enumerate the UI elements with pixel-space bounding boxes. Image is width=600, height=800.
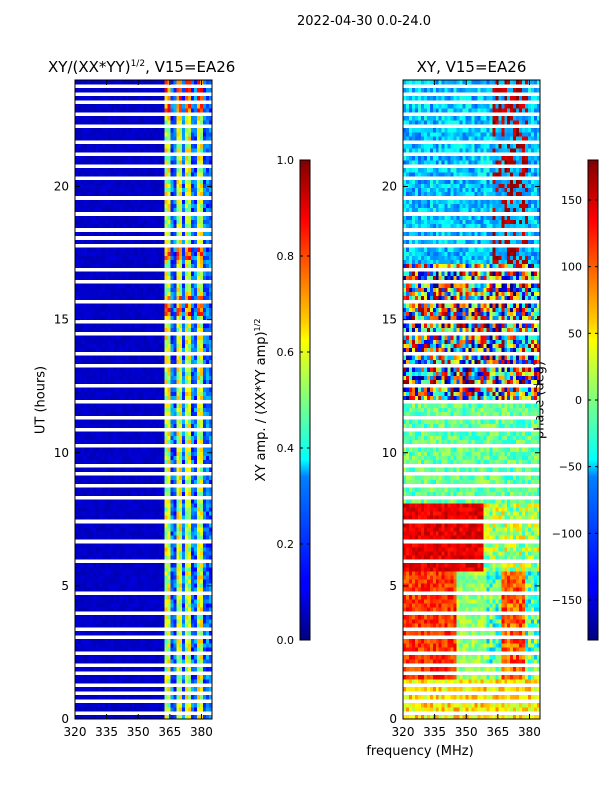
right-axes-ytick-label: 15 xyxy=(382,313,397,327)
right-axes-frame xyxy=(402,79,541,720)
figure-x-axis-label: frequency (MHz) xyxy=(366,744,474,759)
phase-colorbar-tick-label: 100 xyxy=(561,261,582,274)
left-title-tail: , V15=EA26 xyxy=(145,58,236,76)
right-axes-xtick-label: 335 xyxy=(423,725,446,739)
left-axes-ytick-label: 20 xyxy=(54,180,69,194)
amp-colorbar-tick-label: 1.0 xyxy=(277,154,295,167)
right-axes-xtick-label: 365 xyxy=(486,725,509,739)
left-axes-ytick-label: 10 xyxy=(54,446,69,460)
amp-colorbar-tick-label: 0.4 xyxy=(277,442,295,455)
right-axes-ytick-label: 20 xyxy=(382,180,397,194)
left-axes-xtick-label: 320 xyxy=(64,725,87,739)
right-axes-xtick-label: 380 xyxy=(518,725,541,739)
left-axes-ytick-label: 15 xyxy=(54,313,69,327)
amplitude-heatmap xyxy=(75,80,213,720)
phase-colorbar-tick-label: −50 xyxy=(559,461,582,474)
amp-colorbar-tick-label: 0.6 xyxy=(277,346,295,359)
right-panel-title: XY, V15=EA26 xyxy=(416,58,527,76)
right-axes-ytick-label: 10 xyxy=(382,446,397,460)
amp-colorbar xyxy=(299,159,311,641)
phase-colorbar-tick-label: 50 xyxy=(568,327,582,340)
left-axes-xtick-label: 365 xyxy=(158,725,181,739)
left-axes-frame xyxy=(74,79,213,720)
figure-suptitle: 2022-04-30 0.0-24.0 xyxy=(297,14,431,29)
left-axes-xtick-label: 380 xyxy=(190,725,213,739)
left-axes-ytick-label: 5 xyxy=(61,579,69,593)
amp-colorbar-tick-label: 0.8 xyxy=(277,250,295,263)
right-axes-ytick-label: 5 xyxy=(389,579,397,593)
right-axes-ytick-label: 0 xyxy=(389,712,397,726)
right-axes-xtick-label: 320 xyxy=(392,725,415,739)
left-title-sup: 1/2 xyxy=(130,59,146,69)
phase-colorbar-tick-label: 0 xyxy=(575,394,582,407)
phase-colorbar-tick-label: 150 xyxy=(561,194,582,207)
left-axes-ytick-label: 0 xyxy=(61,712,69,726)
phase-colorbar-tick-label: −100 xyxy=(552,527,582,540)
phase-heatmap xyxy=(403,80,541,720)
amp-colorbar-tick-label: 0.2 xyxy=(277,538,295,551)
phase-colorbar-tick-label: −150 xyxy=(552,594,582,607)
right-axes-xtick-label: 350 xyxy=(455,725,478,739)
left-panel-title: XY/(XX*YY)1/2, V15=EA26 xyxy=(48,58,235,76)
left-title-main: XY/(XX*YY) xyxy=(48,58,131,76)
left-axes-xtick-label: 335 xyxy=(95,725,118,739)
left-axes-xtick-label: 350 xyxy=(127,725,150,739)
amp-colorbar-tick-label: 0.0 xyxy=(277,634,295,647)
